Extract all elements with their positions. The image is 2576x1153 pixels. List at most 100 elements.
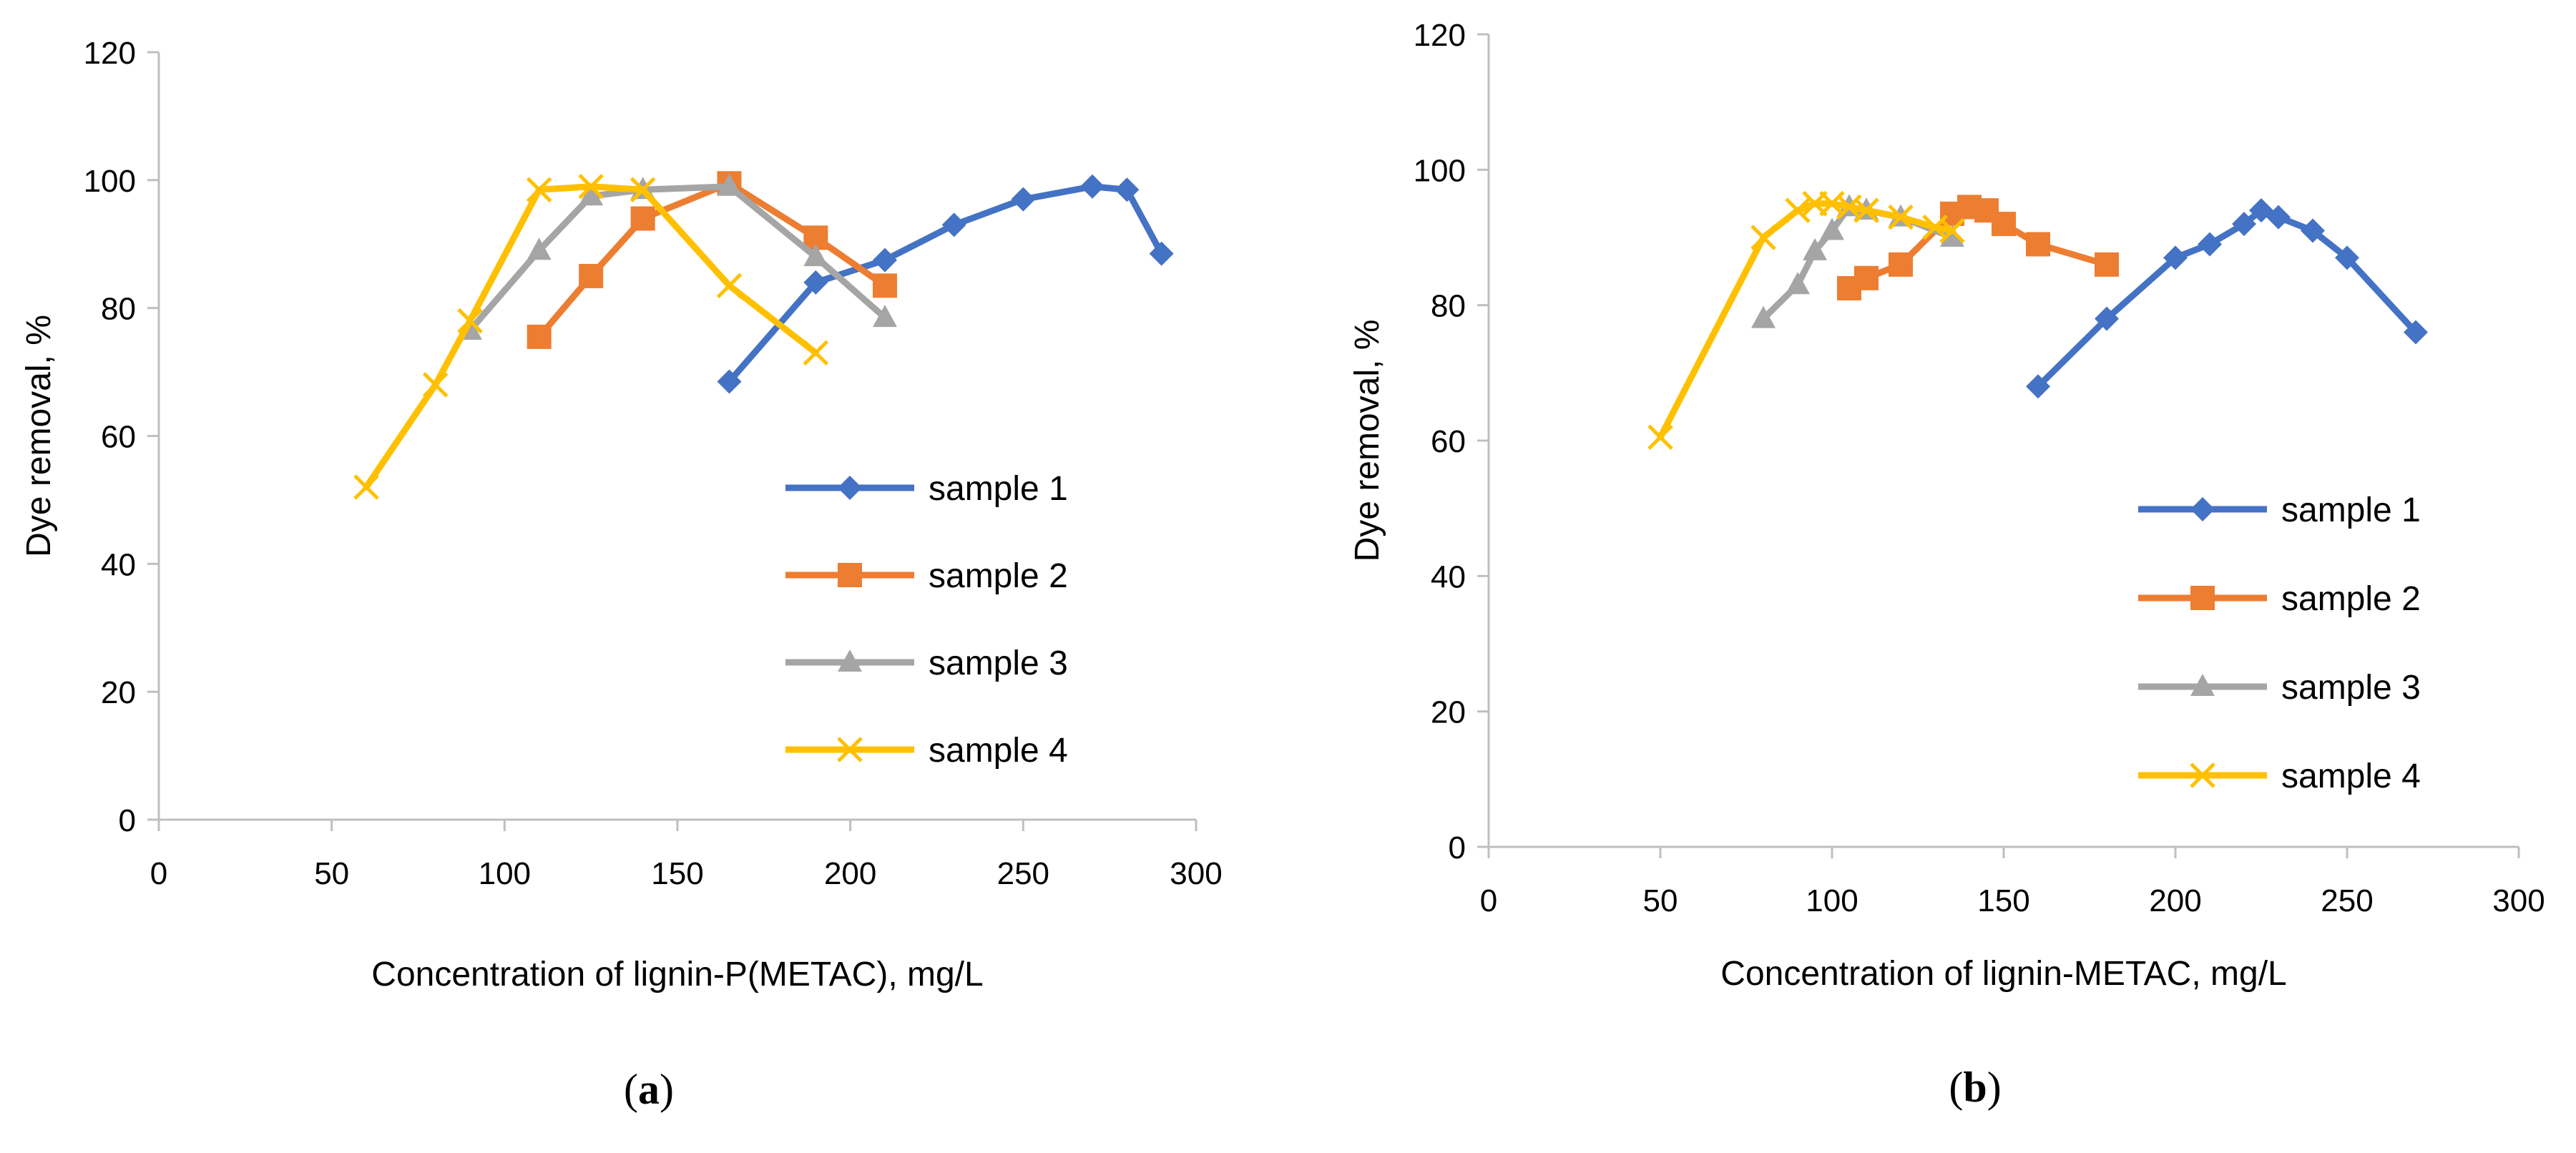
series-sample-1 — [717, 174, 1174, 394]
sample-4-point-9 — [1939, 217, 1965, 244]
sample-1-point-0 — [2026, 374, 2050, 399]
legend-item-sample-4: sample 4 — [785, 732, 1068, 770]
sample-4-point-4 — [578, 174, 604, 200]
sample-4-point-0 — [1647, 424, 1673, 451]
x-tick-label: 250 — [997, 856, 1049, 891]
series-sample-4 — [1647, 190, 1965, 451]
legend-item-sample-3: sample 3 — [785, 644, 1068, 682]
sample-2-line — [536, 180, 888, 340]
x-tick-label: 50 — [314, 856, 349, 891]
chart-panel-b: 0 20 40 60 80 100 120 0 50 100 150 200 250 300 Concent… — [1288, 0, 2576, 1149]
y-tick-label: 0 — [119, 803, 136, 838]
sample-3-point-4 — [717, 173, 742, 196]
legend-item-sample-1: sample 1 — [2138, 491, 2421, 529]
sample-3-point-1 — [1786, 272, 1810, 295]
legend-item-sample-2: sample 2 — [2138, 580, 2421, 618]
x-tick-label: 150 — [651, 856, 703, 891]
sample-1-point-0 — [717, 369, 742, 394]
legend-sample-1-point-0 — [838, 476, 862, 500]
legend-item-sample-4: sample 4 — [2138, 757, 2421, 795]
sample-4-point-0 — [353, 474, 379, 500]
series-sample-4 — [353, 174, 829, 500]
sample-4-point-6 — [716, 273, 743, 299]
sample-2-point-1 — [579, 263, 604, 288]
x-axis-title: Concentration of lignin-P(METAC), mg/L — [371, 956, 983, 993]
legend-sample-2-point-0 — [2190, 586, 2215, 610]
sample-1-point-3 — [941, 212, 966, 237]
sample-4-point-2 — [1785, 197, 1811, 223]
y-tick-label: 120 — [84, 36, 136, 71]
legend-label: sample 1 — [2281, 491, 2421, 529]
sample-2-point-2 — [630, 206, 655, 231]
legend-label: sample 3 — [929, 644, 1068, 682]
y-tick-label: 80 — [101, 292, 136, 327]
sample-1-point-4 — [1011, 187, 1036, 212]
legend-label: sample 2 — [929, 557, 1068, 595]
sample-1-point-8 — [2335, 245, 2359, 270]
y-axis-title: Dye removal, % — [1348, 320, 1386, 562]
legend-sample-3-point-0 — [838, 649, 862, 672]
y-tick-label: 80 — [1431, 289, 1466, 324]
sample-1-point-7 — [1149, 241, 1174, 266]
legend-item-sample-3: sample 3 — [2138, 669, 2421, 707]
series-sample-1 — [2026, 198, 2428, 399]
sample-1-point-5 — [1080, 174, 1105, 199]
legend-item-sample-2: sample 2 — [785, 557, 1068, 595]
sample-1-point-3 — [2198, 232, 2222, 257]
sample-1-point-2 — [2163, 245, 2188, 270]
sample-3-point-1 — [527, 237, 552, 260]
sample-4-point-7 — [1888, 204, 1914, 230]
legend-item-sample-1: sample 1 — [785, 470, 1068, 508]
sample-4-line — [1657, 200, 1956, 441]
x-tick-label: 100 — [479, 856, 531, 891]
sample-4-point-2 — [457, 308, 483, 334]
axes: 0 20 40 60 80 100 120 0 50 100 150 200 250 300 — [1414, 18, 2545, 918]
sample-3-point-6 — [873, 305, 897, 328]
x-tick-label: 200 — [2149, 883, 2201, 918]
sample-1-point-1 — [2095, 306, 2119, 331]
y-tick-label: 40 — [101, 547, 136, 582]
sample-3-point-2 — [1803, 237, 1827, 260]
sample-2-point-0 — [527, 324, 552, 349]
sample-2-point-5 — [873, 273, 897, 298]
legend-label: sample 4 — [2281, 757, 2421, 795]
sample-3-point-0 — [1751, 305, 1776, 328]
legend-label: sample 4 — [929, 732, 1068, 770]
sample-1-point-6 — [1115, 177, 1140, 202]
sample-1-point-6 — [2266, 205, 2291, 230]
x-tick-label: 50 — [1643, 883, 1678, 918]
sample-1-point-9 — [2404, 320, 2428, 345]
legend-sample-3-point-0 — [2190, 674, 2215, 696]
y-tick-label: 100 — [1414, 153, 1466, 188]
sample-3-point-7 — [1940, 225, 1964, 247]
series-sample-2 — [1837, 195, 2119, 300]
x-tick-label: 200 — [824, 856, 876, 891]
legend-label: sample 3 — [2281, 669, 2421, 707]
sample-2-point-2 — [1889, 252, 1913, 277]
legend: sample 1 sample 2 sample 3 sample 4 — [2138, 491, 2421, 795]
y-tick-label: 60 — [101, 420, 136, 455]
sample-4-point-3 — [526, 177, 552, 203]
y-tick-label: 0 — [1449, 830, 1466, 865]
sample-1-point-7 — [2301, 218, 2325, 243]
sample-4-point-6 — [1853, 197, 1879, 223]
sample-4-point-1 — [422, 372, 449, 398]
sample-4-point-5 — [630, 177, 656, 203]
x-tick-label: 0 — [150, 856, 167, 891]
sample-2-point-1 — [1854, 265, 1879, 290]
x-tick-label: 250 — [2321, 883, 2373, 918]
y-tick-label: 120 — [1414, 18, 1466, 53]
sample-1-point-4 — [2232, 212, 2256, 237]
legend-sample-4-point-0 — [837, 737, 863, 762]
sample-1-line — [2034, 207, 2419, 390]
y-tick-label: 40 — [1431, 559, 1466, 594]
sample-1-line — [726, 183, 1165, 385]
x-tick-label: 300 — [1170, 856, 1222, 891]
sample-1-point-1 — [803, 270, 828, 295]
y-tick-label: 20 — [1431, 695, 1466, 730]
y-tick-label: 60 — [1431, 424, 1466, 459]
series-sample-3 — [458, 173, 897, 340]
panel-caption: (b) — [1949, 1064, 2001, 1111]
chart-a: 0 20 40 60 80 100 120 0 50 100 150 200 250 300 Concent… — [20, 36, 1223, 1113]
sample-2-point-6 — [1992, 212, 2016, 237]
